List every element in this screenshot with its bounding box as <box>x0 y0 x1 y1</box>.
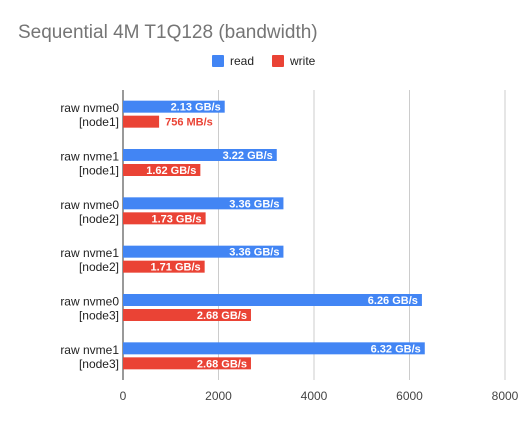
bar-label-write: 2.68 GB/s <box>197 310 247 322</box>
x-tick-label: 6000 <box>396 389 423 403</box>
bar-read <box>123 197 284 210</box>
category-label: raw nvme1 <box>60 150 119 164</box>
category-label: [node3] <box>79 357 119 371</box>
category-label: raw nvme1 <box>60 246 119 260</box>
x-tick-label: 0 <box>120 389 127 403</box>
category-label: raw nvme1 <box>60 343 119 357</box>
x-tick-label: 8000 <box>492 389 519 403</box>
bar-label-read: 3.36 GB/s <box>229 247 279 259</box>
category-label: raw nvme0 <box>60 295 119 309</box>
x-axis-ticks: 0 2000 4000 6000 8000 <box>120 389 519 403</box>
x-tick-label: 2000 <box>205 389 232 403</box>
category-labels: raw nvme0[node1]raw nvme1[node1]raw nvme… <box>60 101 119 371</box>
bar-label-write: 1.71 GB/s <box>151 262 201 274</box>
bar-write <box>123 115 160 128</box>
bar-write <box>123 164 201 176</box>
bar-label-read: 3.22 GB/s <box>223 150 273 162</box>
bar-label-write: 756 MB/s <box>165 117 213 129</box>
bar-label-read: 3.36 GB/s <box>229 198 279 210</box>
category-label: [node2] <box>79 260 119 274</box>
chart-title: Sequential 4M T1Q128 (bandwidth) <box>18 22 318 43</box>
bar-label-write: 1.73 GB/s <box>151 213 201 225</box>
legend-label-read: read <box>230 54 254 68</box>
bar-label-read: 6.32 GB/s <box>371 343 421 355</box>
category-label: [node1] <box>79 164 119 178</box>
legend-swatch-write <box>272 55 284 67</box>
bar-write <box>123 260 205 273</box>
category-label: [node3] <box>79 309 119 323</box>
bar-read <box>123 342 425 355</box>
bars: 2.13 GB/s 756 MB/s 3.22 GB/s 1.62 GB/s 3.36 … <box>123 100 425 370</box>
bar-label-write: 1.62 GB/s <box>146 165 196 177</box>
bar-label-read: 6.26 GB/s <box>368 295 418 307</box>
bar-write <box>123 212 206 225</box>
grid-lines <box>122 90 506 380</box>
legend-label-write: write <box>289 54 316 68</box>
bar-label-write: 2.68 GB/s <box>197 358 247 370</box>
bar-read <box>123 100 225 113</box>
legend: read write <box>212 54 316 68</box>
legend-swatch-read <box>212 55 224 67</box>
bar-read <box>123 245 284 258</box>
bar-read <box>123 294 422 306</box>
category-label: raw nvme0 <box>60 198 119 212</box>
category-label: raw nvme0 <box>60 101 119 115</box>
bar-write <box>123 309 251 321</box>
category-label: [node2] <box>79 212 119 226</box>
category-label: [node1] <box>79 115 119 129</box>
bar-write <box>123 357 251 370</box>
x-tick-label: 4000 <box>301 389 328 403</box>
bar-read <box>123 149 277 161</box>
bar-label-read: 2.13 GB/s <box>171 102 221 114</box>
